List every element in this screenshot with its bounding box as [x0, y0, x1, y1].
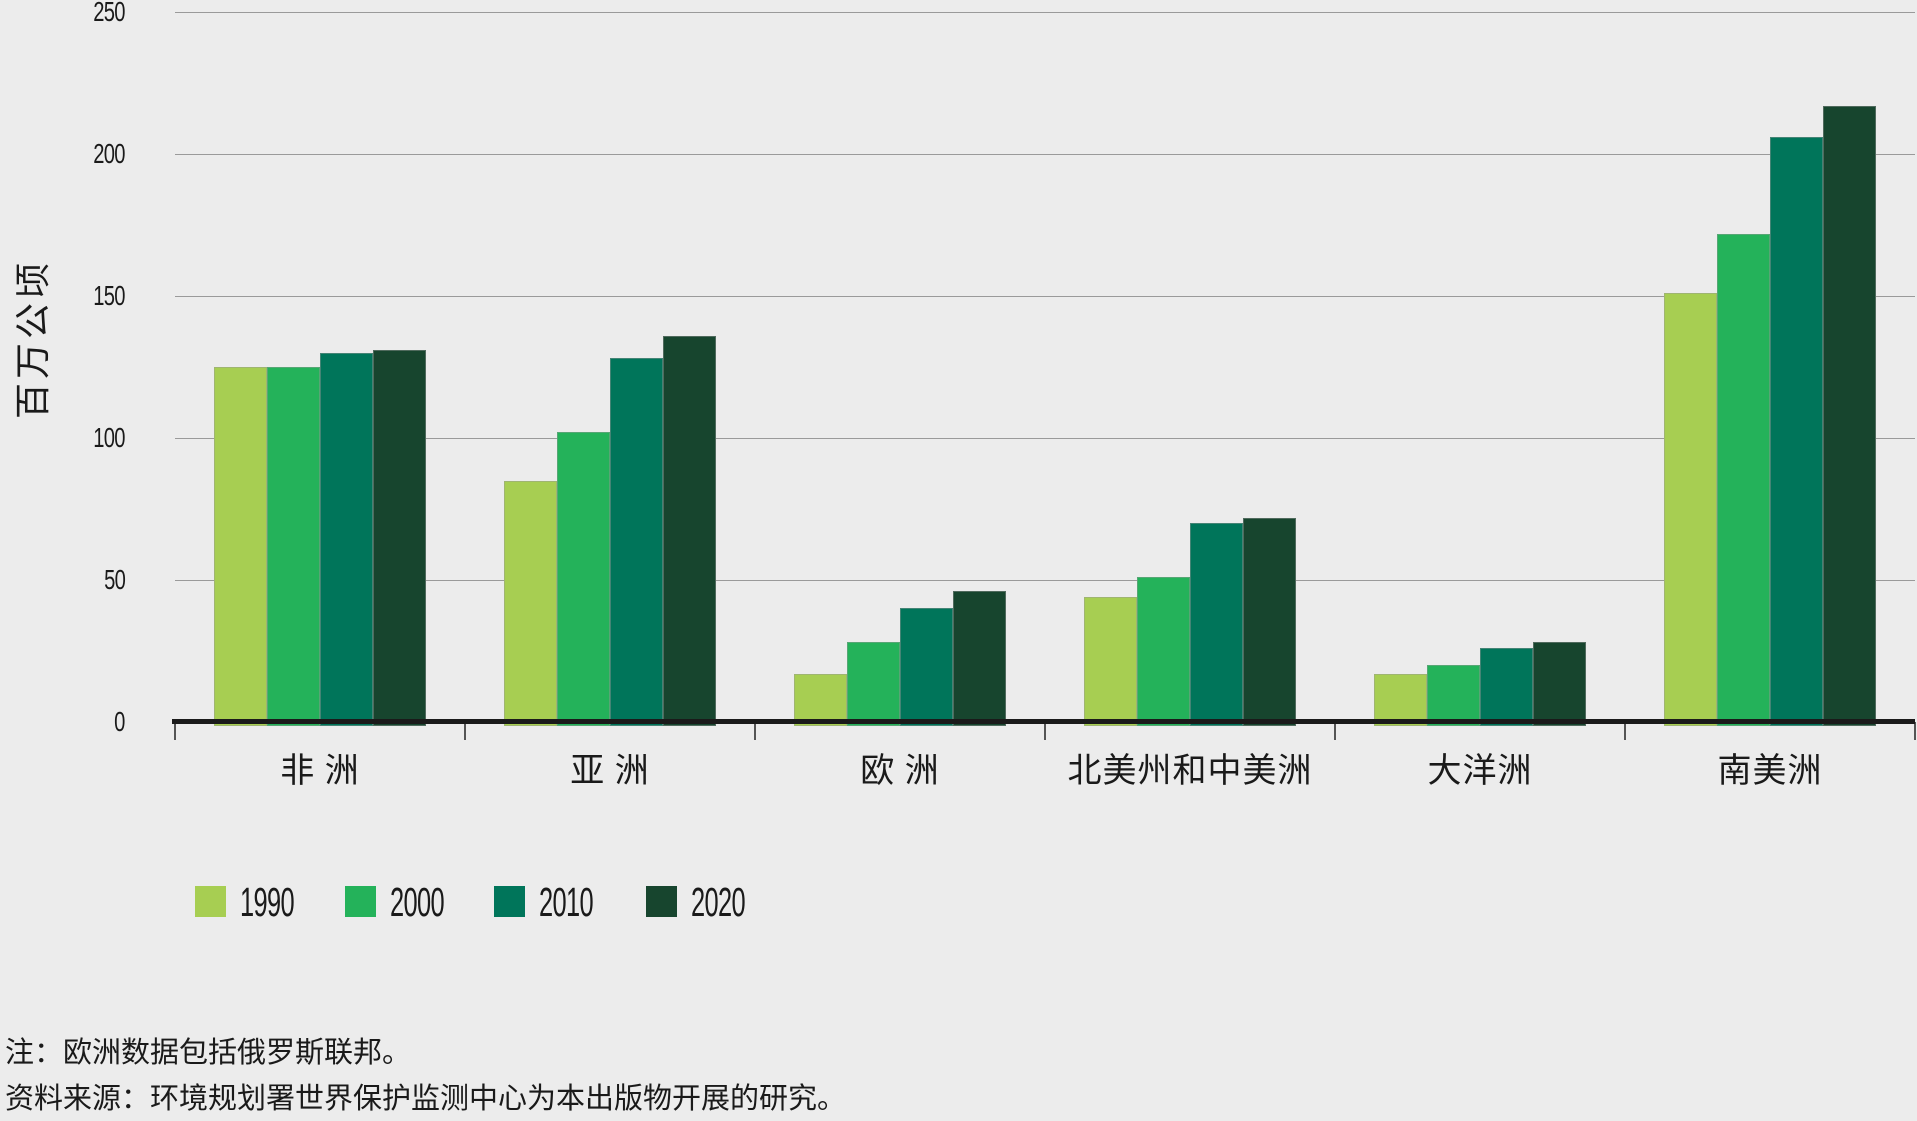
x-axis-tick [1334, 722, 1336, 740]
bar-2010-cat2 [900, 608, 953, 726]
bar-2010-cat0 [320, 352, 373, 726]
x-axis-tick [1914, 722, 1916, 740]
bar-2020-cat2 [953, 591, 1006, 726]
x-axis-tick [464, 722, 466, 740]
bar-2010-cat1 [610, 358, 663, 726]
bar-2000-cat3 [1137, 577, 1190, 726]
bar-1990-cat4 [1374, 673, 1427, 726]
bar-2010-cat5 [1770, 136, 1823, 726]
bar-2000-cat4 [1427, 665, 1480, 726]
bar-2010-cat4 [1480, 648, 1533, 726]
bar-1990-cat5 [1664, 293, 1717, 726]
bar-2000-cat1 [557, 432, 610, 726]
bar-2010-cat3 [1190, 523, 1243, 726]
gridline-50 [175, 580, 1915, 581]
bar-2020-cat3 [1243, 517, 1296, 726]
legend-swatch-1990 [195, 886, 226, 917]
bar-2000-cat2 [847, 642, 900, 726]
bar-1990-cat0 [214, 367, 267, 726]
legend-label-1990: 1990 [240, 879, 295, 925]
y-tick-label-150: 150 [93, 280, 126, 311]
category-label-3: 北美州和中美洲 [1067, 753, 1313, 790]
bar-2020-cat4 [1533, 642, 1586, 726]
x-axis-tick [754, 722, 756, 740]
category-label-5: 南美洲 [1717, 753, 1823, 790]
y-tick-label-200: 200 [93, 138, 126, 169]
x-axis-tick [1624, 722, 1626, 740]
x-axis-tick [1044, 722, 1046, 740]
category-label-1: 亚 洲 [570, 753, 650, 790]
legend-swatch-2000 [345, 886, 376, 917]
bar-2000-cat0 [267, 367, 320, 726]
bar-2020-cat5 [1823, 105, 1876, 726]
bar-2020-cat1 [663, 335, 716, 726]
bar-2000-cat5 [1717, 233, 1770, 726]
legend-swatch-2010 [494, 886, 525, 917]
category-label-2: 欧 洲 [860, 753, 940, 790]
x-axis-line [172, 719, 1915, 724]
legend-label-2020: 2020 [691, 879, 746, 925]
y-tick-label-100: 100 [93, 422, 126, 453]
note-line: 注：欧洲数据包括俄罗斯联邦。 [5, 1037, 412, 1069]
source-line: 资料来源：环境规划署世界保护监测中心为本出版物开展的研究。 [5, 1083, 847, 1115]
legend-swatch-2020 [646, 886, 677, 917]
bar-1990-cat3 [1084, 597, 1137, 726]
gridline-200 [175, 154, 1915, 155]
category-label-0: 非 洲 [280, 753, 360, 790]
y-tick-label-250: 250 [93, 0, 126, 27]
x-axis-tick [174, 722, 176, 740]
gridline-150 [175, 296, 1915, 297]
category-label-4: 大洋洲 [1427, 753, 1533, 790]
gridline-250 [175, 12, 1915, 13]
bar-1990-cat1 [504, 480, 557, 726]
bar-1990-cat2 [794, 673, 847, 726]
legend-label-2010: 2010 [539, 879, 594, 925]
y-tick-label-50: 50 [104, 564, 126, 595]
gridline-100 [175, 438, 1915, 439]
legend-label-2000: 2000 [390, 879, 445, 925]
bar-2020-cat0 [373, 349, 426, 726]
y-tick-label-0: 0 [114, 706, 126, 737]
